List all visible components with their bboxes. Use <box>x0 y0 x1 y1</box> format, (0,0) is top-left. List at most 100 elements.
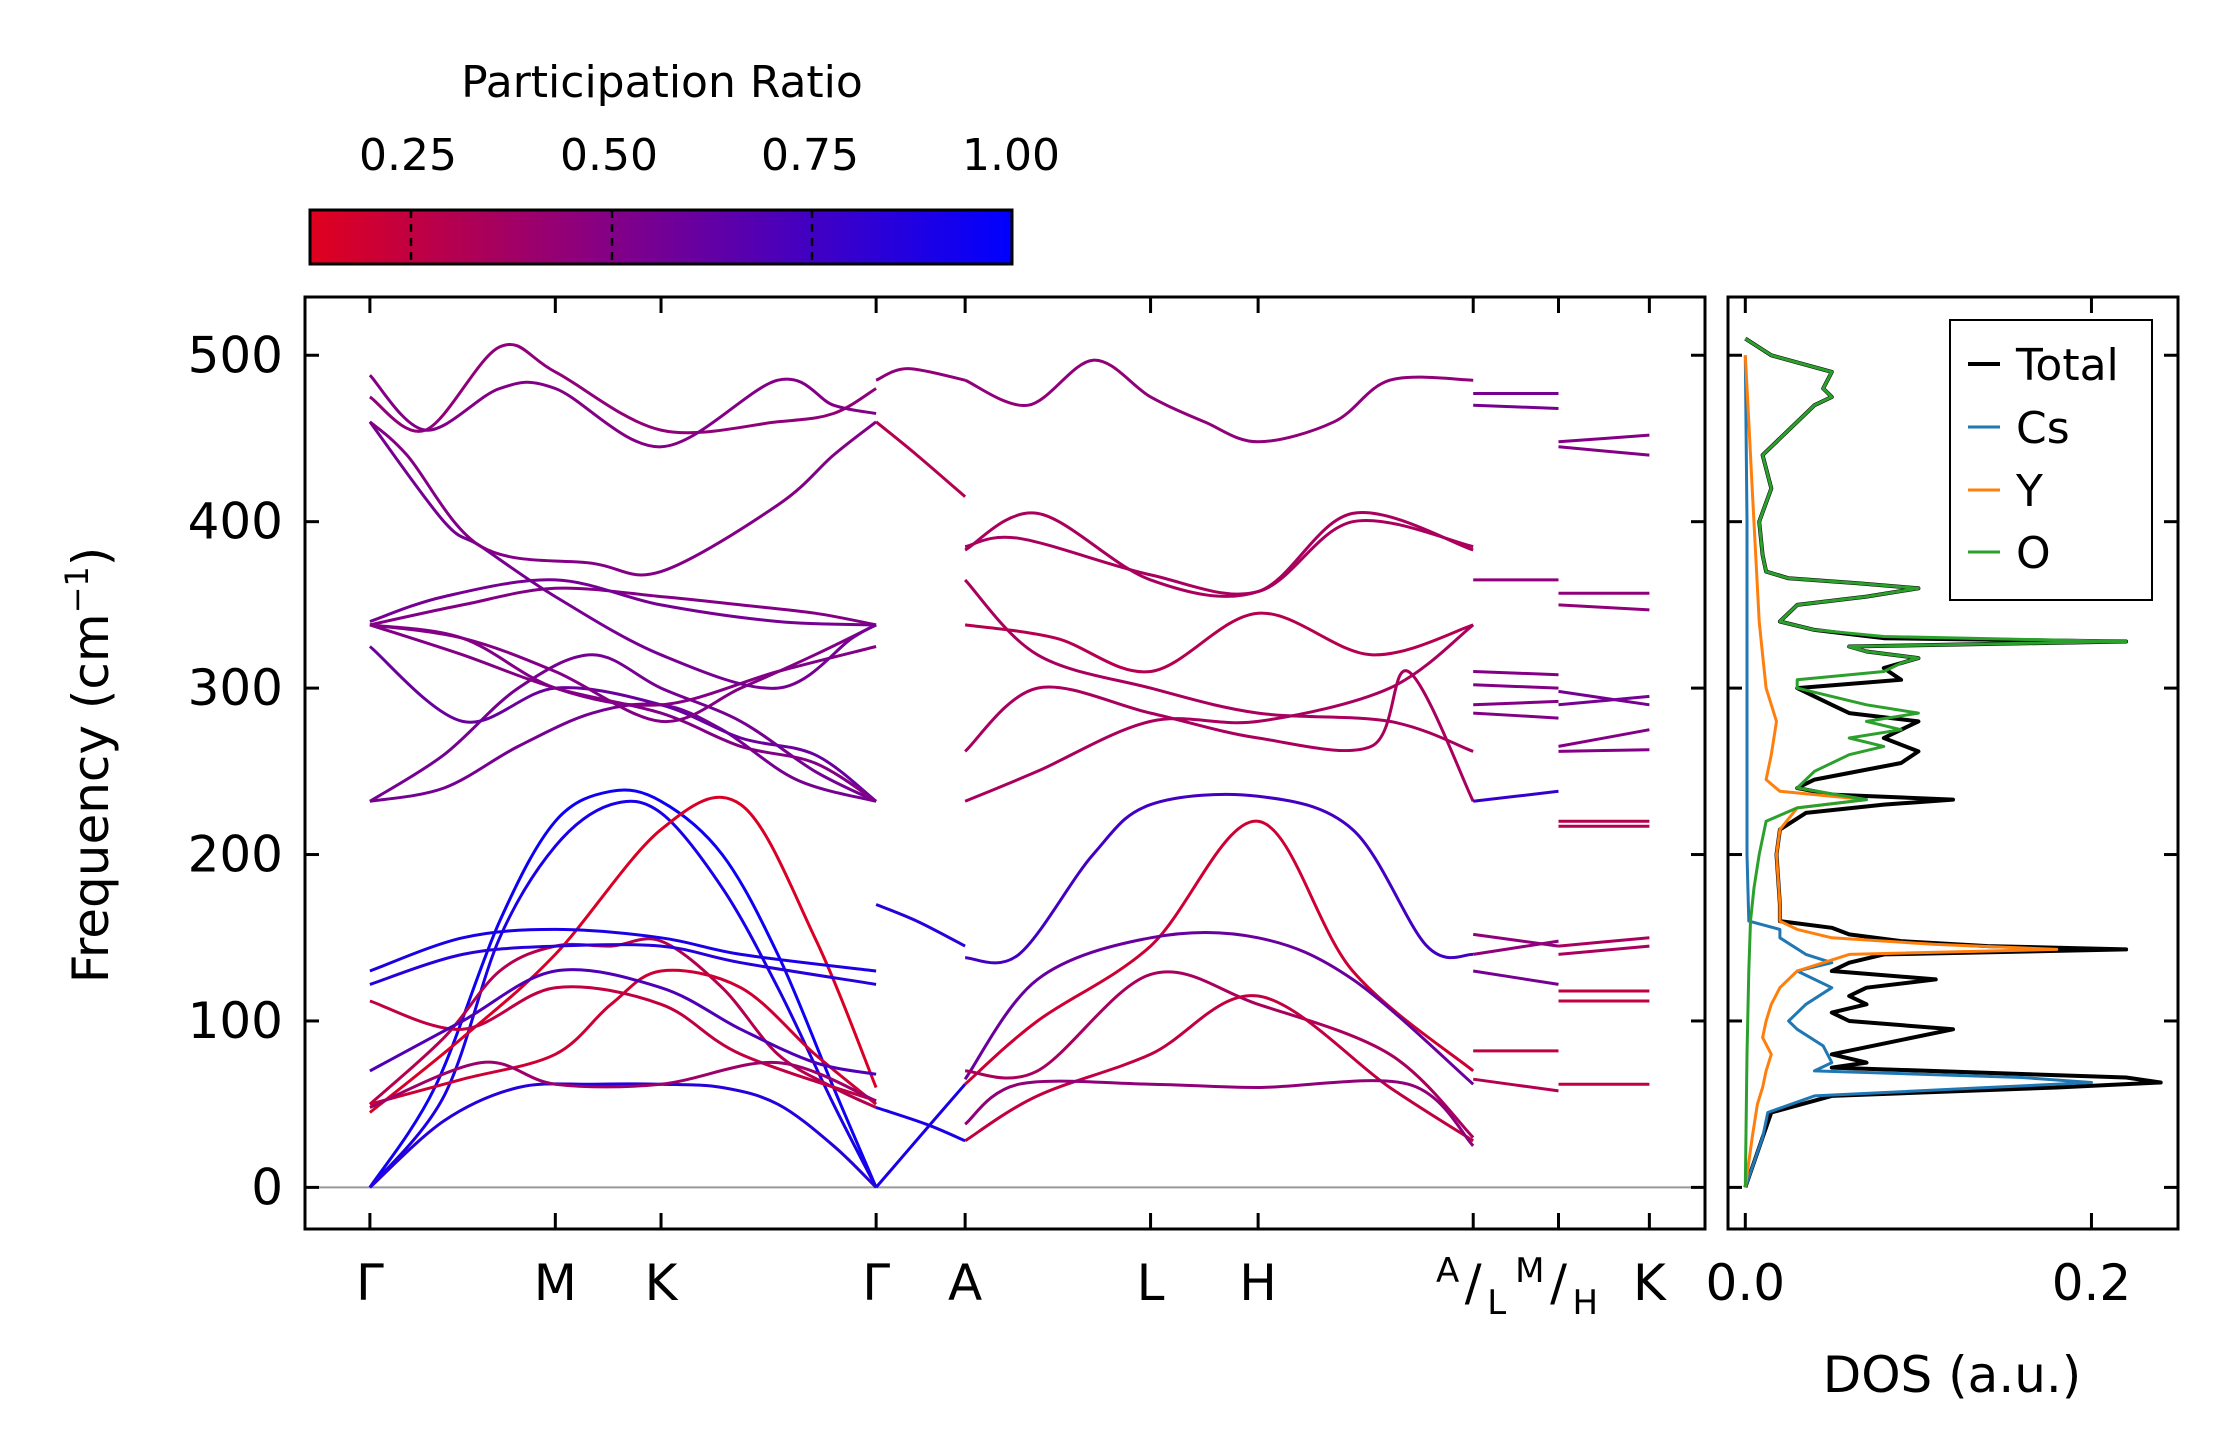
kpoint-label: L <box>1137 1254 1165 1312</box>
colorbar-tick-label: 0.75 <box>761 130 859 181</box>
phonon-branch <box>1473 683 1559 690</box>
legend-label-total: Total <box>2015 340 2119 391</box>
phonon-branch <box>369 942 877 986</box>
phonon-branch <box>1473 403 1559 410</box>
phonon-branch <box>1472 1077 1559 1093</box>
phonon-branch <box>1473 789 1559 803</box>
phonon-branch <box>368 788 878 1189</box>
phonon-branch <box>875 903 966 948</box>
phonon-branch <box>1558 748 1650 753</box>
phonon-branch <box>369 623 877 707</box>
phonon-branch <box>964 970 1475 1139</box>
kpoint-label: H <box>1239 1254 1277 1312</box>
phonon-branch <box>875 367 966 382</box>
phonon-branch <box>1473 711 1559 720</box>
colorbar-gradient <box>308 208 1014 266</box>
kpoint-label: M <box>534 1254 577 1312</box>
phonon-branch <box>964 994 1475 1143</box>
y-tick-label: 200 <box>188 826 283 884</box>
phonon-branch <box>964 511 1474 598</box>
kpoint-axis-ticks: Γ M K Γ A L H KA / LM / H <box>356 297 1667 1323</box>
phonon-branch <box>874 1083 967 1189</box>
legend-label-o: O <box>2016 528 2051 579</box>
y-axis-label: Frequency (cm−1) <box>58 547 120 984</box>
phonon-branch <box>369 968 877 1076</box>
phonon-branch <box>964 792 1474 965</box>
dos-curves <box>1743 336 2163 1189</box>
y-tick-label: 300 <box>188 659 283 717</box>
dos-axes-frame <box>1726 295 2180 1231</box>
colorbar-tick-label: 0.25 <box>359 130 457 181</box>
phonon-branch <box>1473 670 1559 677</box>
kpoint-split-top: M <box>1515 1251 1544 1291</box>
phonon-branch <box>368 795 878 1114</box>
phonon-branch <box>369 586 877 627</box>
dos-axis-ticks: 0.0 0.2 <box>1706 297 2178 1312</box>
dos-x-tick-label: 0.0 <box>1706 1254 1786 1312</box>
kpoint-label: Γ <box>356 1254 384 1312</box>
phonon-branch <box>964 669 1475 802</box>
phonon-branch <box>963 931 1475 1086</box>
y-tick-label: 400 <box>188 493 283 551</box>
kpoint-split-top: A <box>1436 1251 1459 1291</box>
phonon-branch <box>369 623 877 723</box>
phonon-branch <box>1472 939 1559 956</box>
legend: Total Cs Y O <box>1949 319 2153 601</box>
dos-curve-cs <box>1743 355 2093 1188</box>
kpoint-label: A <box>948 1254 982 1312</box>
band-axes-frame <box>303 295 1707 1231</box>
y-axis-label-main: Frequency (cm <box>62 613 120 983</box>
phonon-branch <box>964 578 1474 753</box>
phonon-branch <box>964 611 1474 674</box>
phonon-branch <box>1558 603 1650 612</box>
phonon-branch <box>1558 433 1650 444</box>
colorbar-tick-label: 0.50 <box>560 130 658 181</box>
kpoint-label: K <box>645 1254 679 1312</box>
phonon-branch <box>1558 936 1650 948</box>
colorbar-ticks <box>409 210 814 264</box>
frequency-axis-ticks: 0 100 200 300 400 500 <box>188 326 1705 1216</box>
y-tick-label: 500 <box>188 326 283 384</box>
phonon-branch <box>369 623 877 803</box>
y-tick-label: 100 <box>188 992 283 1050</box>
phonon-branch <box>369 653 877 803</box>
phonon-branch <box>964 519 1474 596</box>
kpoint-split-bottom: H <box>1573 1283 1599 1323</box>
y-axis-label-end: ) <box>62 547 120 567</box>
phonon-branch <box>1558 944 1650 956</box>
colorbar-title: Participation Ratio <box>461 57 863 108</box>
phonon-branch <box>875 420 967 498</box>
phonon-branch <box>368 374 877 449</box>
phonon-branch <box>368 420 878 577</box>
kpoint-split-bottom: L <box>1487 1283 1506 1323</box>
legend-label-y: Y <box>2015 466 2043 517</box>
phonon-branch <box>1558 728 1650 748</box>
phonon-branch <box>368 937 877 1109</box>
kpoint-split-label: A / L <box>1436 1251 1506 1323</box>
kpoint-split-slash: / <box>1550 1254 1567 1312</box>
phonon-branch <box>1472 969 1559 986</box>
phonon-branch <box>369 343 877 435</box>
phonon-branch <box>875 1106 966 1143</box>
colorbar-tick-label: 1.00 <box>962 130 1060 181</box>
phonon-branch <box>368 1082 878 1189</box>
dos-x-tick-label: 0.2 <box>2052 1254 2132 1312</box>
kpoint-split-label: M / H <box>1515 1251 1598 1323</box>
y-axis-label-superscript: −1 <box>58 566 96 613</box>
phonon-branch <box>1558 694 1650 707</box>
phonon-branch <box>369 578 877 627</box>
phonon-branch <box>964 1079 1475 1147</box>
dos-curve-o <box>1743 337 2128 1188</box>
y-tick-label: 0 <box>251 1158 283 1216</box>
kpoint-label: Γ <box>862 1254 890 1312</box>
legend-label-cs: Cs <box>2016 403 2070 454</box>
phonon-branch <box>964 819 1475 1086</box>
phonon-branch <box>964 623 1475 803</box>
kpoint-split-slash: / <box>1465 1254 1482 1312</box>
phonon-branches <box>368 343 1650 1189</box>
colorbar: Participation Ratio 0.25 0.50 0.75 1.00 <box>308 57 1060 266</box>
phonon-branch <box>1472 932 1559 948</box>
phonon-branch <box>964 358 1474 444</box>
